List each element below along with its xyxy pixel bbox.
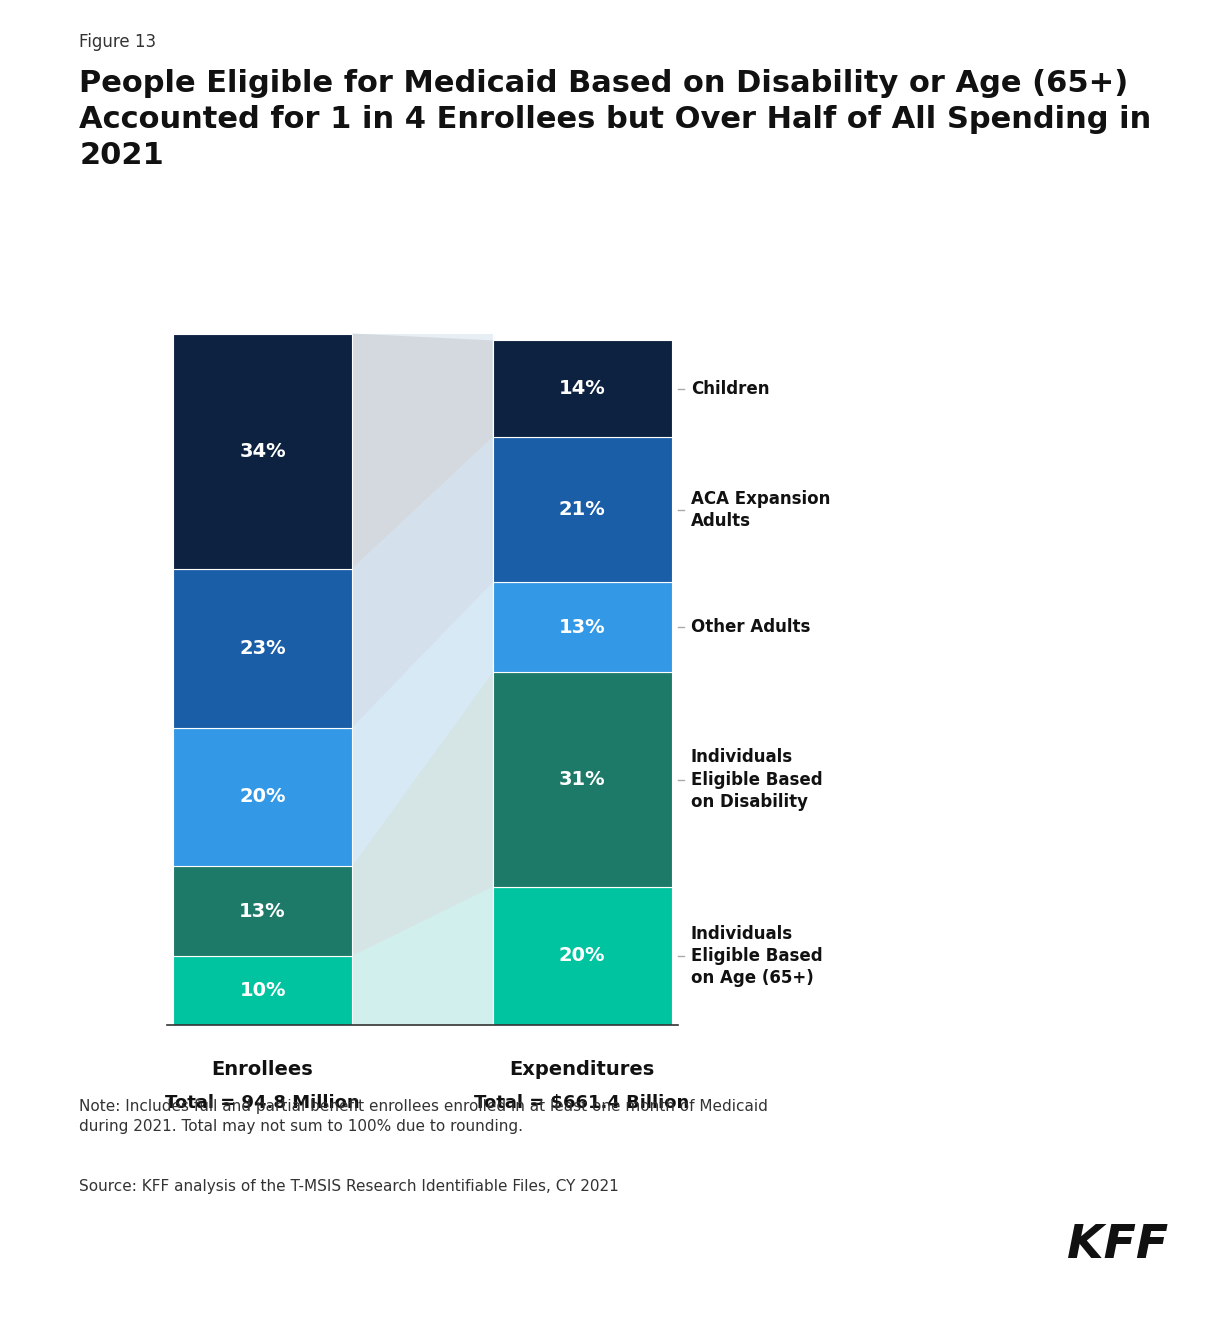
- Text: 20%: 20%: [239, 787, 285, 806]
- Text: Individuals
Eligible Based
on Disability: Individuals Eligible Based on Disability: [691, 749, 822, 811]
- Text: People Eligible for Medicaid Based on Disability or Age (65+)
Accounted for 1 in: People Eligible for Medicaid Based on Di…: [79, 69, 1152, 170]
- Bar: [493, 673, 671, 887]
- Text: Expenditures: Expenditures: [510, 1060, 655, 1079]
- Polygon shape: [353, 333, 493, 569]
- Bar: [493, 582, 671, 673]
- Text: 10%: 10%: [239, 982, 285, 1000]
- Text: Figure 13: Figure 13: [79, 33, 156, 52]
- Polygon shape: [353, 887, 493, 1026]
- Text: Total = 94.8 Million: Total = 94.8 Million: [165, 1095, 360, 1112]
- Text: Individuals
Eligible Based
on Age (65+): Individuals Eligible Based on Age (65+): [691, 924, 822, 987]
- Text: 23%: 23%: [239, 639, 285, 658]
- Bar: [493, 341, 671, 437]
- Polygon shape: [353, 673, 493, 956]
- Bar: [493, 437, 671, 582]
- Polygon shape: [353, 333, 493, 1026]
- Text: 31%: 31%: [559, 770, 605, 789]
- Text: Source: KFF analysis of the T-MSIS Research Identifiable Files, CY 2021: Source: KFF analysis of the T-MSIS Resea…: [79, 1179, 619, 1193]
- Bar: [493, 887, 671, 1026]
- Text: Other Adults: Other Adults: [691, 618, 810, 637]
- Bar: [173, 569, 353, 727]
- Text: Children: Children: [691, 380, 770, 398]
- Text: 13%: 13%: [559, 618, 605, 637]
- Text: KFF: KFF: [1068, 1223, 1169, 1268]
- Text: 14%: 14%: [559, 380, 605, 398]
- Bar: [173, 727, 353, 866]
- Polygon shape: [353, 582, 493, 866]
- Text: Total = $661.4 Billion: Total = $661.4 Billion: [475, 1095, 689, 1112]
- Bar: [173, 333, 353, 569]
- Bar: [173, 956, 353, 1026]
- Text: 21%: 21%: [559, 501, 605, 519]
- Text: Note: Includes full and partial benefit enrollees enrolled in at least one month: Note: Includes full and partial benefit …: [79, 1099, 769, 1134]
- Text: 13%: 13%: [239, 902, 285, 920]
- Text: 20%: 20%: [559, 947, 605, 966]
- Bar: [173, 866, 353, 956]
- Text: ACA Expansion
Adults: ACA Expansion Adults: [691, 490, 830, 530]
- Polygon shape: [353, 437, 493, 727]
- Text: 34%: 34%: [239, 442, 285, 461]
- Text: Enrollees: Enrollees: [212, 1060, 314, 1079]
